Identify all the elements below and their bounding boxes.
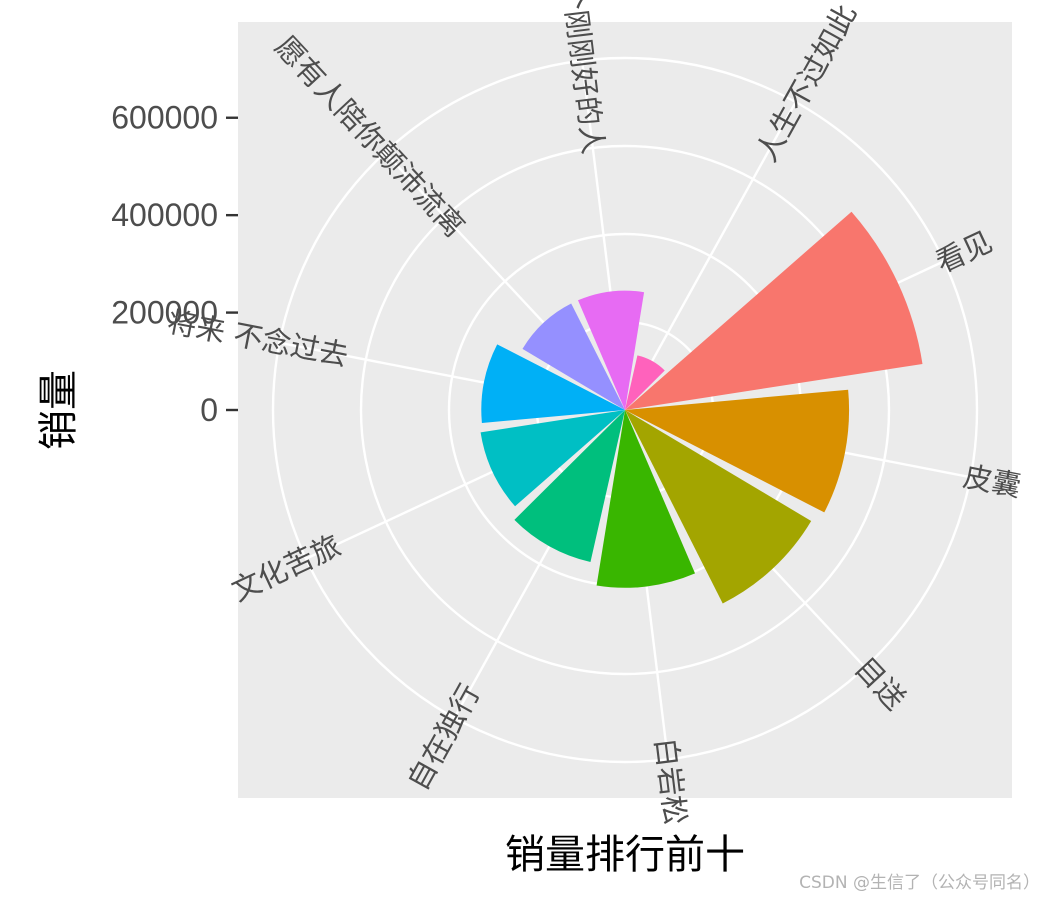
bar-6 (480, 410, 625, 507)
y-tick-label: 200000 (111, 295, 218, 331)
bar-1 (625, 211, 923, 410)
y-axis: 0 200000 400000 600000 (111, 100, 238, 428)
y-axis-title: 销量 (36, 370, 82, 450)
y-tick-label: 0 (200, 392, 218, 428)
bar-7 (481, 344, 625, 424)
y-tick-label: 400000 (111, 197, 218, 233)
bar-3 (625, 410, 812, 604)
grid-spoke (623, 101, 797, 411)
grid-circle (359, 144, 891, 676)
bar-8 (522, 303, 625, 410)
bar-9 (577, 290, 645, 410)
bar-10 (625, 355, 665, 410)
bar-5 (514, 410, 625, 562)
grid-circle (271, 56, 979, 764)
bars (480, 211, 923, 604)
bar-2 (625, 389, 850, 513)
x-axis-title: 销量排行前十 (505, 832, 745, 878)
bar-4 (596, 410, 696, 588)
watermark: CSDN @生信了（公众号同名） (799, 873, 1040, 893)
y-tick-label: 600000 (111, 100, 218, 136)
